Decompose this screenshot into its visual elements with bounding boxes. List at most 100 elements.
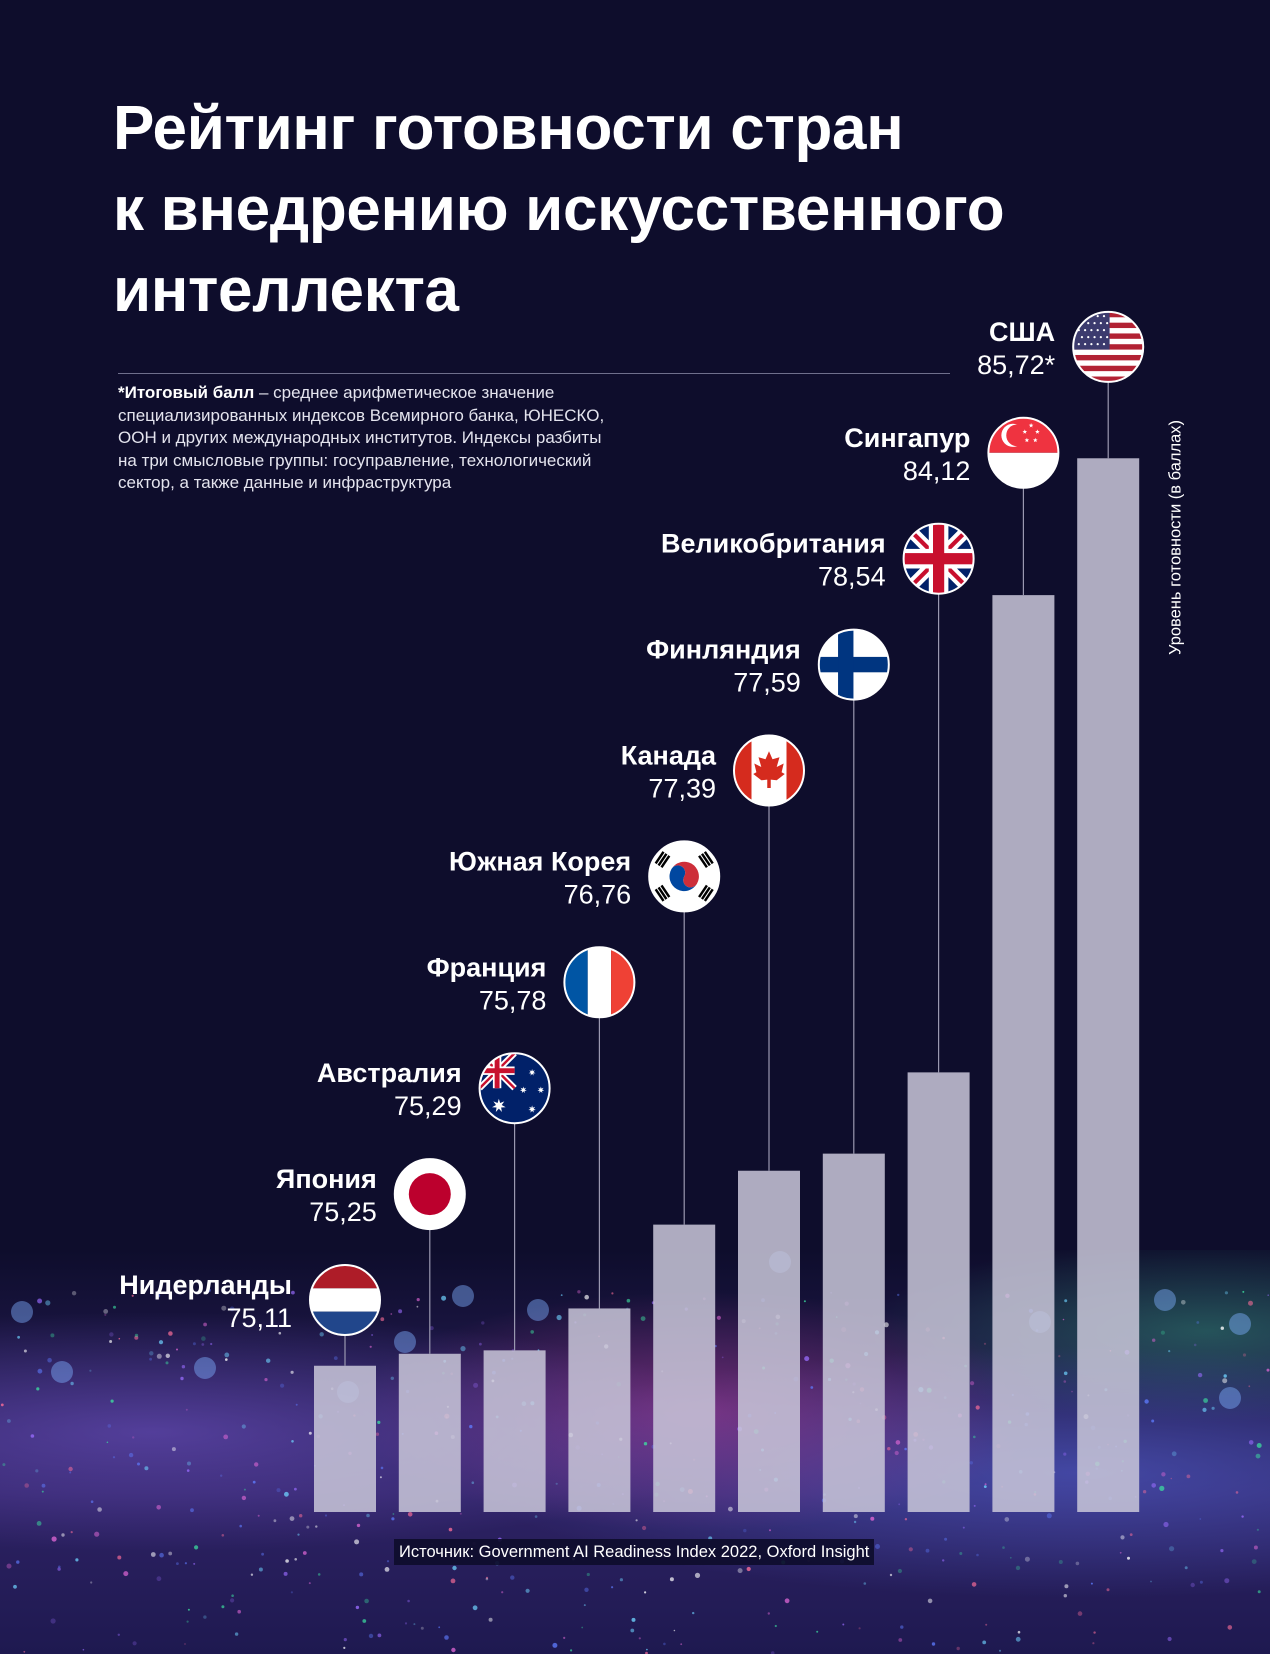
title-divider xyxy=(118,373,950,374)
title-line-1: Рейтинг готовности стран xyxy=(113,94,904,163)
particle-dot xyxy=(774,1624,777,1628)
footnote-text: – среднее арифметическое значение специа… xyxy=(118,383,605,492)
particle-dot xyxy=(107,1424,112,1428)
bokeh-light xyxy=(1219,1387,1241,1409)
flag-border xyxy=(817,628,890,701)
particle-dot xyxy=(375,1432,380,1436)
particle-dot xyxy=(70,1531,73,1534)
particle-dot xyxy=(1063,1371,1068,1376)
particle-dot xyxy=(488,1617,493,1622)
country-label: Канада xyxy=(621,741,717,771)
particle-dot xyxy=(534,1515,538,1518)
particle-dot xyxy=(931,1642,936,1646)
particle-dot xyxy=(897,1293,900,1297)
particle-dot xyxy=(473,1382,479,1388)
value-label: 77,39 xyxy=(648,774,716,804)
particle-dot xyxy=(728,1506,733,1512)
particle-dot xyxy=(112,1456,116,1459)
particle-dot xyxy=(261,1552,264,1556)
particle-dot xyxy=(366,1513,370,1518)
particle-dot xyxy=(770,1651,775,1654)
particle-dot xyxy=(1170,1477,1173,1480)
particle-dot xyxy=(1242,1290,1245,1293)
particle-dot xyxy=(264,1378,268,1382)
particle-dot xyxy=(343,1638,347,1642)
particle-dot xyxy=(1092,1642,1095,1645)
bar-canada xyxy=(738,1170,800,1512)
particle-dot xyxy=(510,1575,515,1580)
particle-dot xyxy=(1186,1474,1191,1479)
particle-dot xyxy=(638,1637,641,1640)
particle-dot xyxy=(231,1594,234,1597)
flag-border xyxy=(648,840,721,913)
particle-dot xyxy=(187,1461,191,1466)
country-label: Великобритания xyxy=(661,529,886,559)
bokeh-light xyxy=(394,1331,416,1353)
particle-dot xyxy=(1257,1590,1261,1594)
particle-dot xyxy=(137,1462,140,1466)
particle-dot xyxy=(959,1552,963,1555)
particle-dot xyxy=(894,1450,899,1456)
particle-dot xyxy=(61,1533,65,1537)
particle-dot xyxy=(556,1314,562,1321)
particle-dot xyxy=(611,1292,614,1295)
particle-dot xyxy=(144,1466,149,1471)
particle-dot xyxy=(1024,1556,1030,1562)
particle-dot xyxy=(90,1500,94,1503)
page-title: Рейтинг готовности стран к внедрению иск… xyxy=(113,88,1113,331)
particle-dot xyxy=(1256,1528,1259,1531)
y-axis-label: Уровень готовности (в баллах) xyxy=(1166,419,1185,656)
particle-dot xyxy=(221,1534,225,1537)
particle-dot xyxy=(1266,1368,1270,1372)
background-particle-glow xyxy=(0,1250,1270,1654)
particle-dot xyxy=(743,1528,747,1533)
particle-dot xyxy=(973,1435,976,1439)
particle-dot xyxy=(57,1567,61,1571)
particle-dot xyxy=(1222,1378,1228,1384)
particle-dot xyxy=(1253,1545,1258,1550)
particle-dot xyxy=(237,1609,241,1614)
particle-dot xyxy=(438,1626,441,1629)
particle-dot xyxy=(895,1440,901,1445)
particle-dot xyxy=(1160,1330,1165,1335)
particle-dot xyxy=(1151,1483,1156,1488)
particle-dot xyxy=(1015,1636,1021,1642)
bar-finland xyxy=(822,1153,885,1512)
particle-dot xyxy=(24,1483,30,1488)
particle-dot xyxy=(630,1628,635,1633)
particle-dot xyxy=(294,1487,297,1491)
particle-dot xyxy=(1120,1535,1125,1540)
particle-dot xyxy=(555,1482,558,1485)
bar-uk xyxy=(907,1072,970,1512)
particle-dot xyxy=(75,1558,79,1562)
particle-dot xyxy=(23,1650,26,1653)
particle-dot xyxy=(290,1370,294,1374)
particle-dot xyxy=(186,1620,189,1623)
particle-dot xyxy=(1063,1594,1068,1598)
particle-dot xyxy=(975,1405,980,1410)
particle-dot xyxy=(450,1578,456,1584)
particle-dot xyxy=(737,1568,743,1574)
particle-dot xyxy=(390,1313,393,1315)
particle-dot xyxy=(386,1560,390,1563)
particle-dot xyxy=(1242,1353,1247,1357)
particle-dot xyxy=(635,1519,638,1522)
particle-dot xyxy=(448,1527,453,1532)
particle-dot xyxy=(469,1424,473,1429)
particle-dot xyxy=(485,1576,489,1579)
particle-dot xyxy=(225,1358,228,1361)
particle-dot xyxy=(1255,1453,1261,1459)
particle-dot xyxy=(168,1551,173,1556)
particle-dot xyxy=(767,1612,770,1615)
particle-dot xyxy=(897,1568,903,1574)
particle-dot xyxy=(50,1333,55,1338)
particle-dot xyxy=(694,1572,701,1578)
particle-dot xyxy=(925,1548,930,1553)
particle-dot xyxy=(1248,1385,1251,1388)
bokeh-light xyxy=(1229,1313,1251,1335)
particle-dot xyxy=(224,1352,230,1358)
particle-dot xyxy=(1159,1485,1165,1491)
particle-dot xyxy=(1171,1451,1177,1457)
particle-dot xyxy=(1064,1584,1069,1589)
